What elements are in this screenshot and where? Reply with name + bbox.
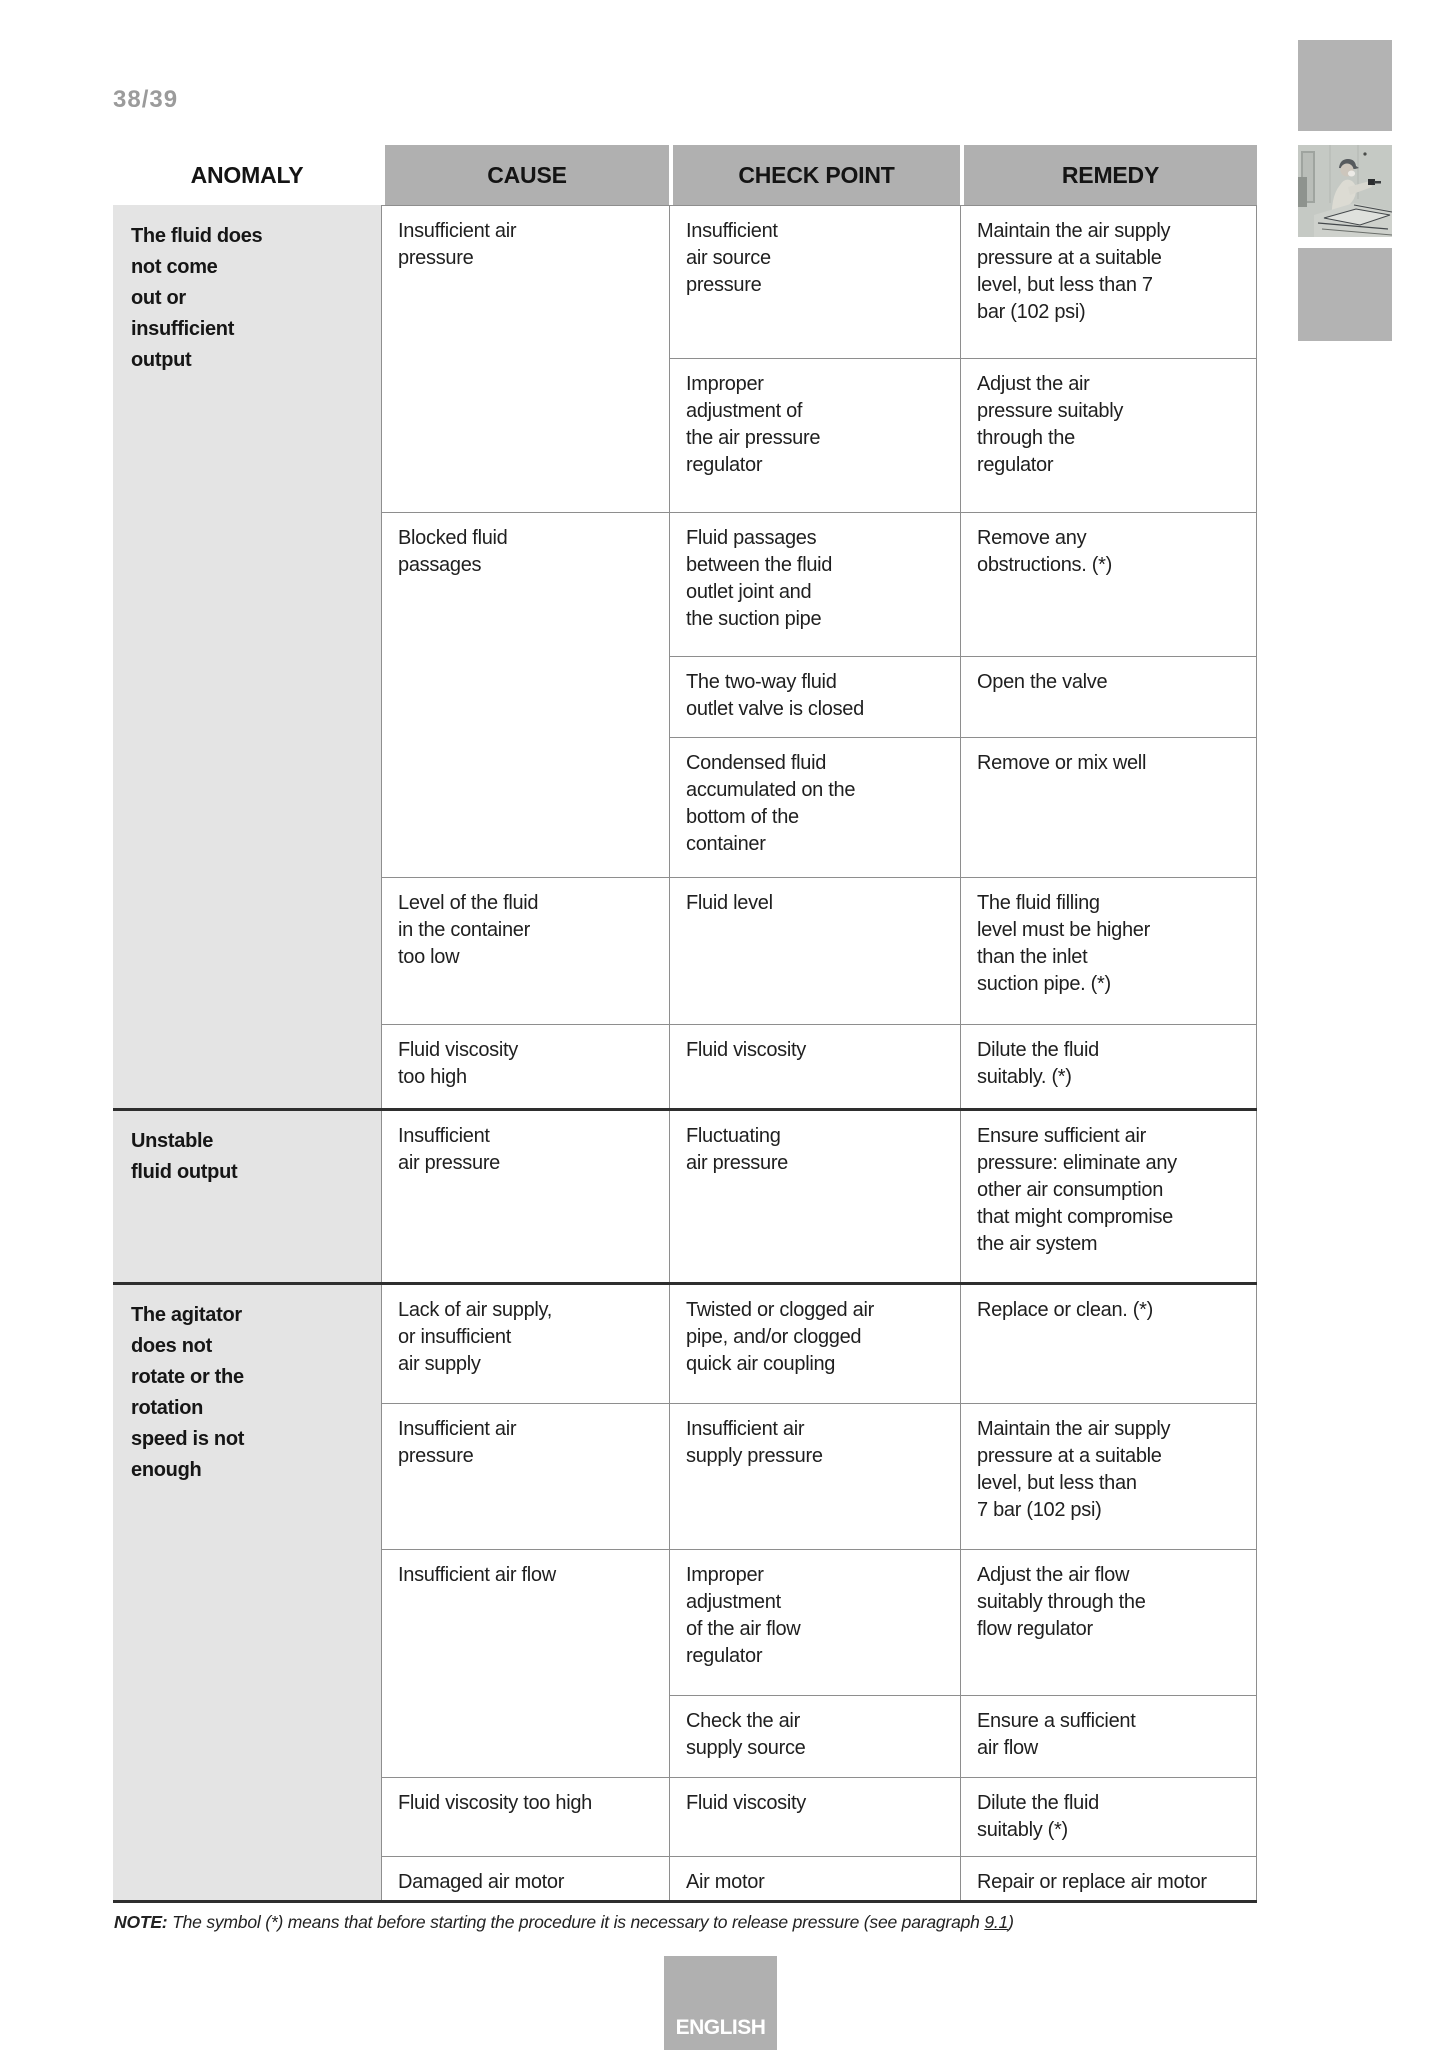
note-text: The symbol (*) means that before startin… <box>167 1912 985 1932</box>
remedy-cell: Ensure sufficient air pressure: eliminat… <box>960 1110 1257 1284</box>
remedy-cell: Dilute the fluid suitably. (*) <box>960 1024 1257 1110</box>
check-point-cell: Fluctuating air pressure <box>669 1110 960 1284</box>
check-point-cell: Condensed fluid accumulated on the botto… <box>669 737 960 877</box>
operator-mask <box>1347 170 1356 177</box>
header-cell-remedy: REMEDY <box>960 145 1257 205</box>
anomaly-cell: The agitator does not rotate or the rota… <box>113 1284 381 1903</box>
cause-cell: Damaged air motor <box>381 1856 669 1903</box>
note-suffix: ) <box>1008 1912 1014 1932</box>
note-reference: 9.1 <box>984 1912 1009 1932</box>
remedy-cell: Open the valve <box>960 656 1257 737</box>
spray-tool <box>1374 181 1381 184</box>
remedy-cell: Replace or clean. (*) <box>960 1284 1257 1403</box>
page-number: 38/39 <box>113 86 179 113</box>
header-cell-cause: CAUSE <box>381 145 669 205</box>
cause-cell: Blocked fluid passages <box>381 512 669 877</box>
anomaly-cell: Unstable fluid output <box>113 1110 381 1284</box>
remedy-cell: Remove any obstructions. (*) <box>960 512 1257 656</box>
check-point-cell: Air motor <box>669 1856 960 1903</box>
troubleshooting-table: ANOMALY CAUSE CHECK POINT REMEDY The flu… <box>113 145 1257 1903</box>
check-point-cell: Check the air supply source <box>669 1695 960 1777</box>
check-point-cell: Twisted or clogged air pipe, and/or clog… <box>669 1284 960 1403</box>
anomaly-cell: The fluid does not come out or insuffici… <box>113 205 381 1110</box>
cause-cell: Fluid viscosity too high <box>381 1024 669 1110</box>
check-point-cell: Insufficient air source pressure <box>669 205 960 358</box>
note: NOTE: The symbol (*) means that before s… <box>114 1912 1274 1933</box>
section-divider <box>113 1108 1257 1111</box>
remedy-cell: The fluid filling level must be higher t… <box>960 877 1257 1024</box>
cause-cell: Fluid viscosity too high <box>381 1777 669 1856</box>
booth-equipment <box>1298 177 1307 207</box>
cause-cell: Insufficient air pressure <box>381 1110 669 1284</box>
check-point-cell: Fluid level <box>669 877 960 1024</box>
cause-cell: Insufficient air flow <box>381 1549 669 1777</box>
remedy-cell: Maintain the air supply pressure at a su… <box>960 205 1257 358</box>
workbench <box>1314 203 1392 237</box>
remedy-cell: Ensure a sufficient air flow <box>960 1695 1257 1777</box>
remedy-cell: Remove or mix well <box>960 737 1257 877</box>
english-tab: ENGLISH <box>664 1956 777 2050</box>
check-point-cell: Fluid viscosity <box>669 1024 960 1110</box>
header-cell-anomaly: ANOMALY <box>113 145 381 205</box>
check-point-cell: Insufficient air supply pressure <box>669 1403 960 1549</box>
remedy-cell: Adjust the air pressure suitably through… <box>960 358 1257 512</box>
remedy-cell: Adjust the air flow suitably through the… <box>960 1549 1257 1695</box>
cause-cell: Insufficient air pressure <box>381 205 669 512</box>
gray-block-bottom <box>1298 248 1392 341</box>
header-cell-check-point: CHECK POINT <box>669 145 960 205</box>
remedy-cell: Maintain the air supply pressure at a su… <box>960 1403 1257 1549</box>
check-point-cell: Fluid viscosity <box>669 1777 960 1856</box>
cause-cell: Insufficient air pressure <box>381 1403 669 1549</box>
remedy-cell: Repair or replace air motor <box>960 1856 1257 1903</box>
note-label: NOTE: <box>114 1912 168 1932</box>
check-point-cell: Improper adjustment of the air pressure … <box>669 358 960 512</box>
operator-arm <box>1348 181 1372 195</box>
english-tab-label: ENGLISH <box>675 2016 766 2039</box>
check-point-cell: The two-way fluid outlet valve is closed <box>669 656 960 737</box>
cause-cell: Lack of air supply, or insufficient air … <box>381 1284 669 1403</box>
table-bottom-border <box>113 1900 1257 1903</box>
operator-photo-illustration <box>1298 145 1392 237</box>
check-point-cell: Improper adjustment of the air flow regu… <box>669 1549 960 1695</box>
operator-glove <box>1368 179 1375 185</box>
operator-photo <box>1298 145 1392 237</box>
gray-block-top <box>1298 40 1392 131</box>
cause-cell: Level of the fluid in the container too … <box>381 877 669 1024</box>
check-point-cell: Fluid passages between the fluid outlet … <box>669 512 960 656</box>
remedy-cell: Dilute the fluid suitably (*) <box>960 1777 1257 1856</box>
section-divider <box>113 1282 1257 1285</box>
